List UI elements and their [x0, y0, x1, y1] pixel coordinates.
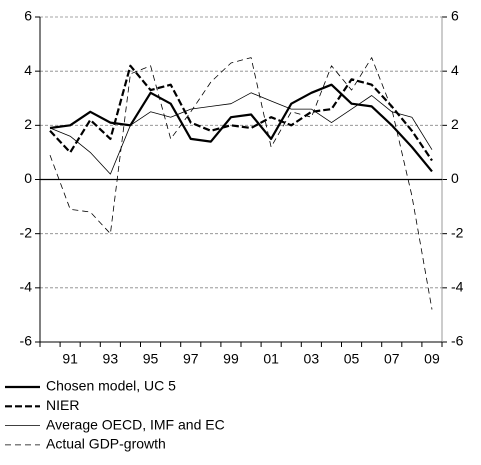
y-tick-label: -4 [20, 279, 33, 295]
x-tick-label: 01 [263, 351, 279, 367]
y2-tick-label: 4 [451, 62, 459, 78]
x-tick-label: 09 [424, 351, 440, 367]
legend-label: NIER [46, 397, 79, 413]
y-tick-label: 0 [24, 170, 32, 186]
legend-label: Actual GDP-growth [46, 436, 166, 452]
y2-tick-label: 6 [451, 8, 459, 24]
y2-tick-label: -4 [451, 279, 464, 295]
y2-tick-label: 2 [451, 116, 459, 132]
y-tick-label: 4 [24, 62, 32, 78]
x-tick-label: 97 [183, 351, 199, 367]
x-tick-label: 03 [304, 351, 320, 367]
x-tick-label: 99 [223, 351, 239, 367]
series-line [49, 57, 433, 310]
y2-tick-label: 0 [451, 170, 459, 186]
y-tick-label: 6 [24, 8, 32, 24]
y-tick-label: -6 [20, 333, 33, 349]
legend-label: Average OECD, IMF and EC [46, 416, 225, 432]
x-tick-label: 91 [62, 351, 78, 367]
series-line [49, 64, 433, 162]
x-tick-label: 05 [344, 351, 360, 367]
legend-label: Chosen model, UC 5 [46, 378, 176, 394]
x-tick-label: 95 [143, 351, 159, 367]
series-line [49, 92, 433, 175]
y2-tick-label: -2 [451, 224, 464, 240]
y-tick-label: 2 [24, 116, 32, 132]
y2-tick-label: -6 [451, 333, 464, 349]
y-tick-label: -2 [20, 224, 33, 240]
x-tick-label: 07 [384, 351, 400, 367]
x-tick-label: 93 [103, 351, 119, 367]
